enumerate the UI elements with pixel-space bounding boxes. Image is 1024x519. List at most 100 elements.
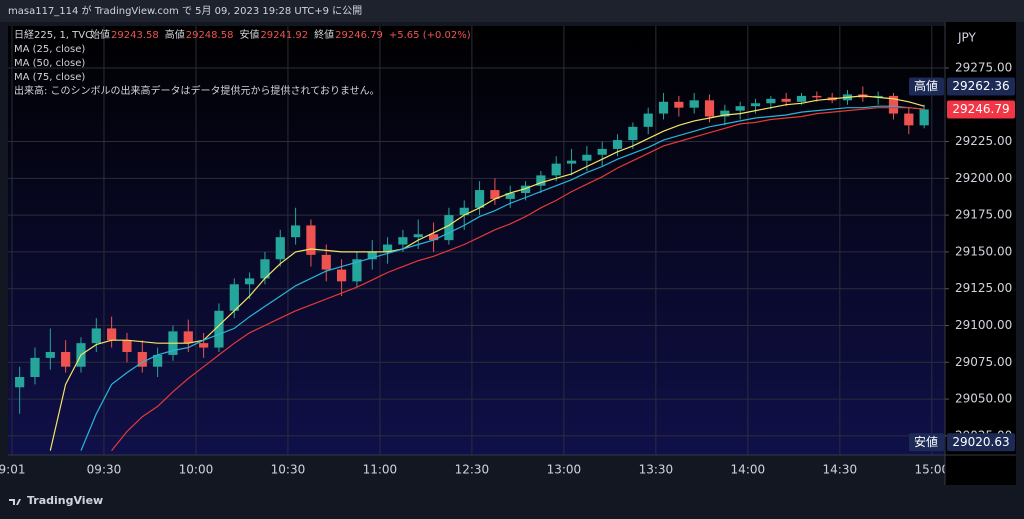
y-tick-label: 29100.00 bbox=[955, 318, 1012, 332]
candle-body bbox=[566, 160, 577, 164]
currency-label: JPY bbox=[957, 31, 977, 45]
candle-body bbox=[674, 101, 684, 108]
tag-value-box bbox=[947, 433, 1015, 452]
candle-body bbox=[306, 225, 316, 255]
candle-body bbox=[15, 377, 25, 388]
ma-line bbox=[49, 95, 925, 451]
y-tick-label: 29175.00 bbox=[955, 208, 1012, 222]
x-tick-label: 11:00 bbox=[363, 463, 398, 477]
legend-entry: MA (25, close) bbox=[14, 44, 85, 55]
candle-body bbox=[720, 110, 730, 117]
tag-label: 高値 bbox=[914, 78, 938, 93]
x-tick-label: 13:00 bbox=[547, 463, 582, 477]
candle-body bbox=[61, 351, 71, 367]
tag-value-box bbox=[947, 77, 1015, 96]
volume-note: 出来高: このシンボルの出来高データはデータ提供元から提供されておりません。 bbox=[14, 84, 380, 97]
candle-body bbox=[91, 328, 101, 344]
candle-body bbox=[45, 351, 55, 358]
y-tick-label: 29150.00 bbox=[955, 244, 1012, 258]
chart-title: 日経225, 1, TVC bbox=[14, 28, 92, 41]
candle-body bbox=[658, 101, 669, 114]
ohlc-value: 29241.92 bbox=[260, 30, 308, 41]
candle-body bbox=[336, 269, 347, 282]
y-tick-label: 29125.00 bbox=[955, 281, 1012, 295]
x-tick-label: 12:30 bbox=[455, 463, 490, 477]
tag-label-box bbox=[909, 77, 944, 96]
candle-body bbox=[490, 190, 500, 199]
candle-body bbox=[536, 175, 546, 186]
candle-body bbox=[812, 95, 822, 98]
legend-entry: MA (75, close) bbox=[14, 72, 85, 83]
candle-body bbox=[735, 106, 745, 111]
x-tick-label: 14:30 bbox=[823, 463, 858, 477]
candle-body bbox=[367, 251, 377, 260]
candle-body bbox=[382, 244, 393, 252]
candle-body bbox=[153, 354, 163, 367]
tag-label: 安値 bbox=[914, 434, 938, 449]
candle-body bbox=[474, 190, 485, 208]
candle-body bbox=[444, 215, 454, 241]
ohlc-label: 終値 bbox=[314, 28, 334, 41]
candle-body bbox=[352, 259, 362, 282]
ohlc-label: 始値 bbox=[90, 28, 110, 41]
candle-body bbox=[398, 237, 408, 245]
y-tick-label: 29050.00 bbox=[955, 392, 1012, 406]
candle-body bbox=[275, 237, 285, 260]
tradingview-logo bbox=[9, 499, 21, 505]
plot-background bbox=[8, 26, 945, 455]
price-axis bbox=[945, 22, 1016, 485]
candle-body bbox=[245, 278, 255, 285]
tag-label-box bbox=[909, 433, 944, 452]
candle-body bbox=[551, 163, 561, 176]
candle-body bbox=[582, 154, 592, 161]
ohlc-value: 29248.58 bbox=[186, 30, 234, 41]
y-tick-label: 29200.00 bbox=[955, 171, 1012, 185]
candle-body bbox=[107, 328, 117, 341]
x-tick-label: 13:30 bbox=[639, 463, 674, 477]
y-tick-label: 29225.00 bbox=[955, 134, 1012, 148]
x-tick-label: 10:30 bbox=[271, 463, 306, 477]
candle-body bbox=[137, 351, 147, 367]
publish-info: masa117_114 が TradingView.com で 5月 09, 2… bbox=[8, 4, 362, 17]
candle-body bbox=[873, 95, 883, 98]
x-tick-label: 09:30 bbox=[87, 463, 122, 477]
candle-body bbox=[919, 109, 929, 126]
candle-body bbox=[505, 193, 515, 199]
candle-body bbox=[520, 185, 531, 194]
candle-body bbox=[459, 207, 469, 216]
candle-body bbox=[689, 100, 699, 108]
candle-body bbox=[750, 103, 761, 107]
candle-body bbox=[428, 234, 439, 241]
tag-value: 29262.36 bbox=[952, 79, 1009, 93]
candle-body bbox=[214, 310, 224, 348]
candle-body bbox=[30, 357, 40, 377]
last-price: 29246.79 bbox=[952, 102, 1009, 116]
candle-body bbox=[904, 113, 914, 126]
legend-entry: MA (50, close) bbox=[14, 58, 85, 69]
candle-body bbox=[321, 254, 331, 270]
last-price-box bbox=[947, 100, 1015, 119]
change: +5.65 (+0.02%) bbox=[389, 30, 471, 41]
candle-body bbox=[888, 95, 899, 114]
candle-body bbox=[704, 100, 715, 117]
x-tick-label: 14:00 bbox=[731, 463, 766, 477]
x-tick-label: 9:01 bbox=[0, 463, 25, 477]
brand: TradingView bbox=[27, 494, 103, 507]
ohlc-value: 29246.79 bbox=[335, 30, 383, 41]
x-tick-label: 10:00 bbox=[179, 463, 214, 477]
ohlc-label: 安値 bbox=[239, 28, 259, 41]
y-tick-label: 29275.00 bbox=[955, 60, 1012, 74]
ma-line bbox=[111, 107, 925, 451]
candle-body bbox=[413, 234, 423, 238]
candle-body bbox=[796, 95, 807, 102]
candle-body bbox=[612, 140, 623, 149]
x-tick-label: 15:00 bbox=[915, 463, 950, 477]
candle-body bbox=[260, 259, 270, 279]
candle-body bbox=[122, 340, 132, 352]
tag-value: 29020.63 bbox=[952, 435, 1009, 449]
candle-body bbox=[781, 98, 791, 102]
candle-body bbox=[643, 113, 653, 127]
candle-body bbox=[291, 225, 301, 238]
ohlc-value: 29243.58 bbox=[111, 30, 159, 41]
candle-body bbox=[628, 126, 638, 141]
